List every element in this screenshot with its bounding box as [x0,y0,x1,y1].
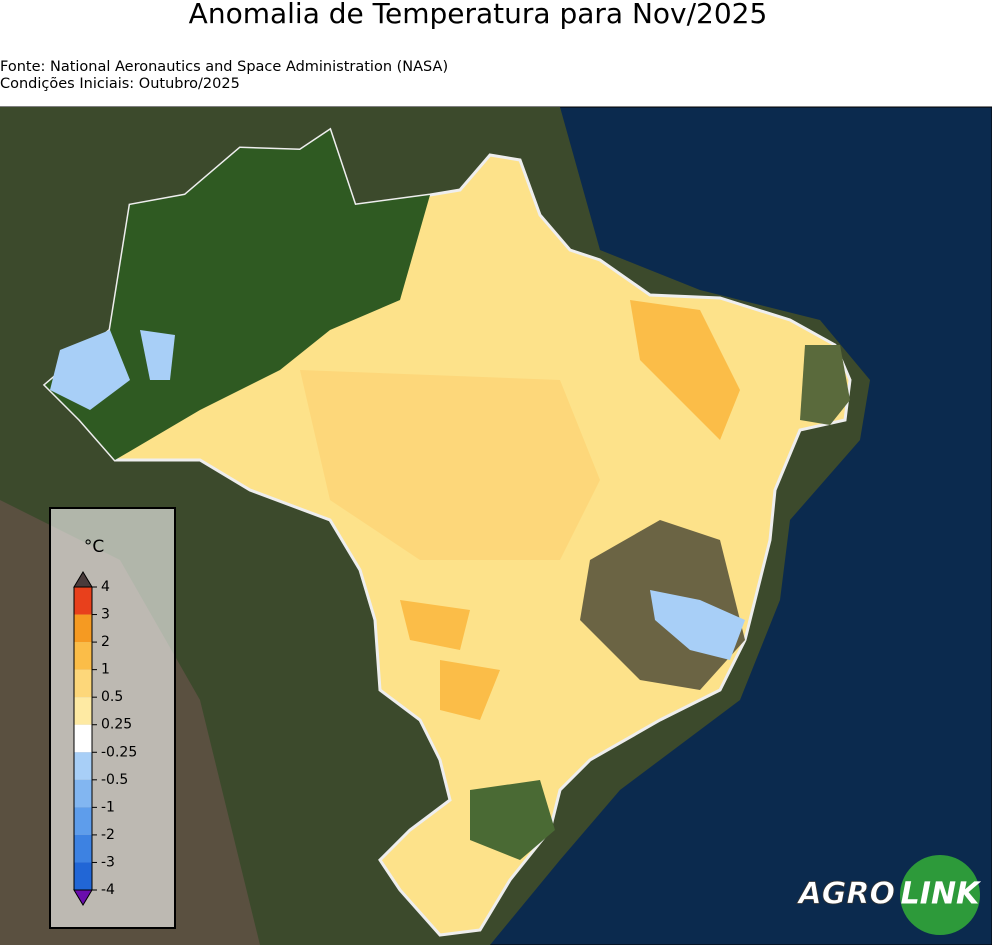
tick-label: 0.25 [101,717,132,733]
tick-label: 4 [101,579,110,595]
forest-area [45,130,430,460]
conditions: Condições Iniciais: Outubro/2025 [0,76,240,92]
tick-label: 1 [101,662,110,678]
tick-label: -4 [101,882,115,898]
logo-left: AGRO [797,877,895,912]
warm-area [300,370,600,560]
tick-label: -0.5 [101,772,128,788]
color-bin [74,807,92,835]
color-bin [74,642,92,670]
legend: °C 4 3 2 1 0.5 0.25 -0.25 -0.5 -1 -2 -3 -4 [49,507,176,929]
warm-area [440,660,500,720]
color-bin [74,779,92,808]
tick-label: 0.5 [101,689,123,705]
tick-label: 2 [101,634,110,650]
tick-label: -2 [101,827,115,843]
cool-area [650,590,745,660]
cool-area [50,330,130,410]
warm-area [400,600,470,650]
color-bin [74,724,92,753]
color-bin [74,669,92,698]
colorbar-outline [73,586,93,891]
color-bin [74,587,92,615]
neutral-area [470,780,555,860]
color-bin [74,862,92,890]
cool-area [140,330,175,380]
tick-label: -1 [101,799,115,815]
logo: AGRO LINK [796,855,982,935]
color-bin [74,614,92,643]
source: Fonte: National Aeronautics and Space Ad… [0,59,448,75]
legend-box [49,507,176,929]
warm-area [630,300,740,440]
legend-unit: °C [84,537,104,557]
color-bin [74,834,92,863]
color-bin [74,697,92,725]
neutral-area [800,345,850,425]
tick-label: 3 [101,607,110,623]
logo-circle [900,855,980,935]
tick-label: -0.25 [101,744,137,760]
logo-right: LINK [901,877,982,912]
color-bin [74,752,92,780]
colorbar: 4 3 2 1 0.5 0.25 -0.25 -0.5 -1 -2 -3 -4 [73,579,137,898]
tick-label: -3 [101,854,115,870]
title: Anomalia de Temperatura para Nov/2025 [189,0,768,30]
